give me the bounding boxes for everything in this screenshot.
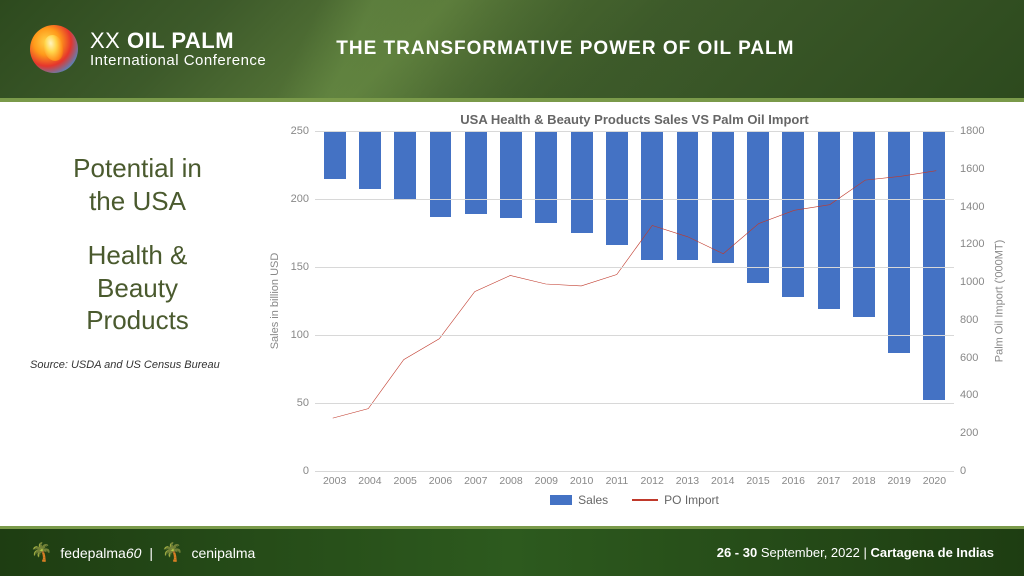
y-tick-right: 1600 bbox=[954, 163, 984, 175]
footer-sponsors: 🌴 fedepalma60 | 🌴 cenipalma bbox=[30, 542, 255, 563]
y-tick-right: 1000 bbox=[954, 276, 984, 288]
x-tick-label: 2005 bbox=[394, 475, 417, 487]
y-tick-left: 0 bbox=[303, 465, 315, 477]
palm-tree-icon: 🌴 bbox=[30, 542, 52, 563]
x-tick-label: 2016 bbox=[782, 475, 805, 487]
chart-title: USA Health & Beauty Products Sales VS Pa… bbox=[265, 112, 1004, 127]
import-line bbox=[333, 171, 937, 418]
y-tick-left: 250 bbox=[291, 125, 315, 137]
grid-line bbox=[315, 199, 954, 200]
header-banner: XX OIL PALM International Conference THE… bbox=[0, 0, 1024, 102]
logo-prefix: XX bbox=[90, 28, 127, 53]
grid-line bbox=[315, 471, 954, 472]
main-content: Potential in the USA Health & Beauty Pro… bbox=[0, 102, 1024, 526]
legend-item-po-import: PO Import bbox=[632, 493, 719, 507]
legend-label: Sales bbox=[578, 493, 608, 507]
left-text-panel: Potential in the USA Health & Beauty Pro… bbox=[0, 102, 265, 526]
line-overlay bbox=[315, 131, 954, 471]
y-tick-right: 1400 bbox=[954, 201, 984, 213]
location: Cartagena de Indias bbox=[870, 545, 994, 560]
logo-text: XX OIL PALM International Conference bbox=[90, 29, 266, 70]
conference-logo: XX OIL PALM International Conference bbox=[30, 25, 266, 73]
x-tick-label: 2011 bbox=[606, 475, 629, 487]
y-tick-left: 50 bbox=[297, 397, 315, 409]
footer-bar: 🌴 fedepalma60 | 🌴 cenipalma 26 - 30 Sept… bbox=[0, 526, 1024, 576]
legend-label: PO Import bbox=[664, 493, 719, 507]
grid-line bbox=[315, 403, 954, 404]
x-tick-label: 2006 bbox=[429, 475, 452, 487]
y-tick-left: 200 bbox=[291, 193, 315, 205]
logo-bold: OIL PALM bbox=[127, 28, 234, 53]
heading-line: the USA bbox=[30, 185, 245, 218]
y-tick-right: 400 bbox=[954, 389, 978, 401]
sponsor-name: fedepalma60 bbox=[60, 545, 141, 561]
x-tick-label: 2003 bbox=[323, 475, 346, 487]
grid-line bbox=[315, 267, 954, 268]
x-tick-label: 2009 bbox=[535, 475, 558, 487]
heading-line: Beauty bbox=[30, 272, 245, 305]
legend-item-sales: Sales bbox=[550, 493, 608, 507]
date-range: 26 - 30 bbox=[717, 545, 757, 560]
chart-plot-area: Sales in billion USD Palm Oil Import ('0… bbox=[315, 131, 954, 471]
x-tick-label: 2015 bbox=[746, 475, 769, 487]
logo-subtitle: International Conference bbox=[90, 53, 266, 70]
x-tick-label: 2004 bbox=[358, 475, 381, 487]
y-tick-right: 800 bbox=[954, 314, 978, 326]
heading-line: Products bbox=[30, 304, 245, 337]
x-tick-label: 2019 bbox=[887, 475, 910, 487]
y-axis-right-label: Palm Oil Import ('000MT) bbox=[994, 240, 1006, 363]
y-tick-right: 200 bbox=[954, 427, 978, 439]
source-citation: Source: USDA and US Census Bureau bbox=[30, 359, 245, 371]
y-tick-right: 600 bbox=[954, 352, 978, 364]
slide-main-title: THE TRANSFORMATIVE POWER OF OIL PALM bbox=[336, 38, 794, 60]
divider: | bbox=[149, 545, 153, 561]
x-tick-label: 2008 bbox=[499, 475, 522, 487]
y-tick-right: 1800 bbox=[954, 125, 984, 137]
legend-line-swatch bbox=[632, 499, 658, 501]
x-tick-label: 2018 bbox=[852, 475, 875, 487]
grid-line bbox=[315, 131, 954, 132]
slide-heading: Potential in the USA Health & Beauty Pro… bbox=[30, 152, 245, 337]
x-tick-label: 2013 bbox=[676, 475, 699, 487]
chart-legend: Sales PO Import bbox=[265, 493, 1004, 507]
sponsor-name: cenipalma bbox=[191, 545, 255, 561]
x-tick-label: 2014 bbox=[711, 475, 734, 487]
x-tick-label: 2007 bbox=[464, 475, 487, 487]
y-tick-right: 1200 bbox=[954, 238, 984, 250]
y-tick-left: 100 bbox=[291, 329, 315, 341]
x-tick-label: 2020 bbox=[923, 475, 946, 487]
x-tick-label: 2017 bbox=[817, 475, 840, 487]
y-tick-left: 150 bbox=[291, 261, 315, 273]
x-tick-label: 2010 bbox=[570, 475, 593, 487]
month-year: September, 2022 | bbox=[757, 545, 870, 560]
x-tick-label: 2012 bbox=[640, 475, 663, 487]
heading-line: Health & bbox=[30, 239, 245, 272]
y-tick-right: 0 bbox=[954, 465, 966, 477]
y-axis-left-label: Sales in billion USD bbox=[269, 253, 281, 350]
heading-line: Potential in bbox=[30, 152, 245, 185]
grid-line bbox=[315, 335, 954, 336]
oil-palm-drop-icon bbox=[30, 25, 78, 73]
footer-dates: 26 - 30 September, 2022 | Cartagena de I… bbox=[717, 545, 994, 560]
legend-bar-swatch bbox=[550, 495, 572, 505]
palm-tree-icon: 🌴 bbox=[161, 542, 183, 563]
chart-panel: USA Health & Beauty Products Sales VS Pa… bbox=[265, 102, 1024, 526]
